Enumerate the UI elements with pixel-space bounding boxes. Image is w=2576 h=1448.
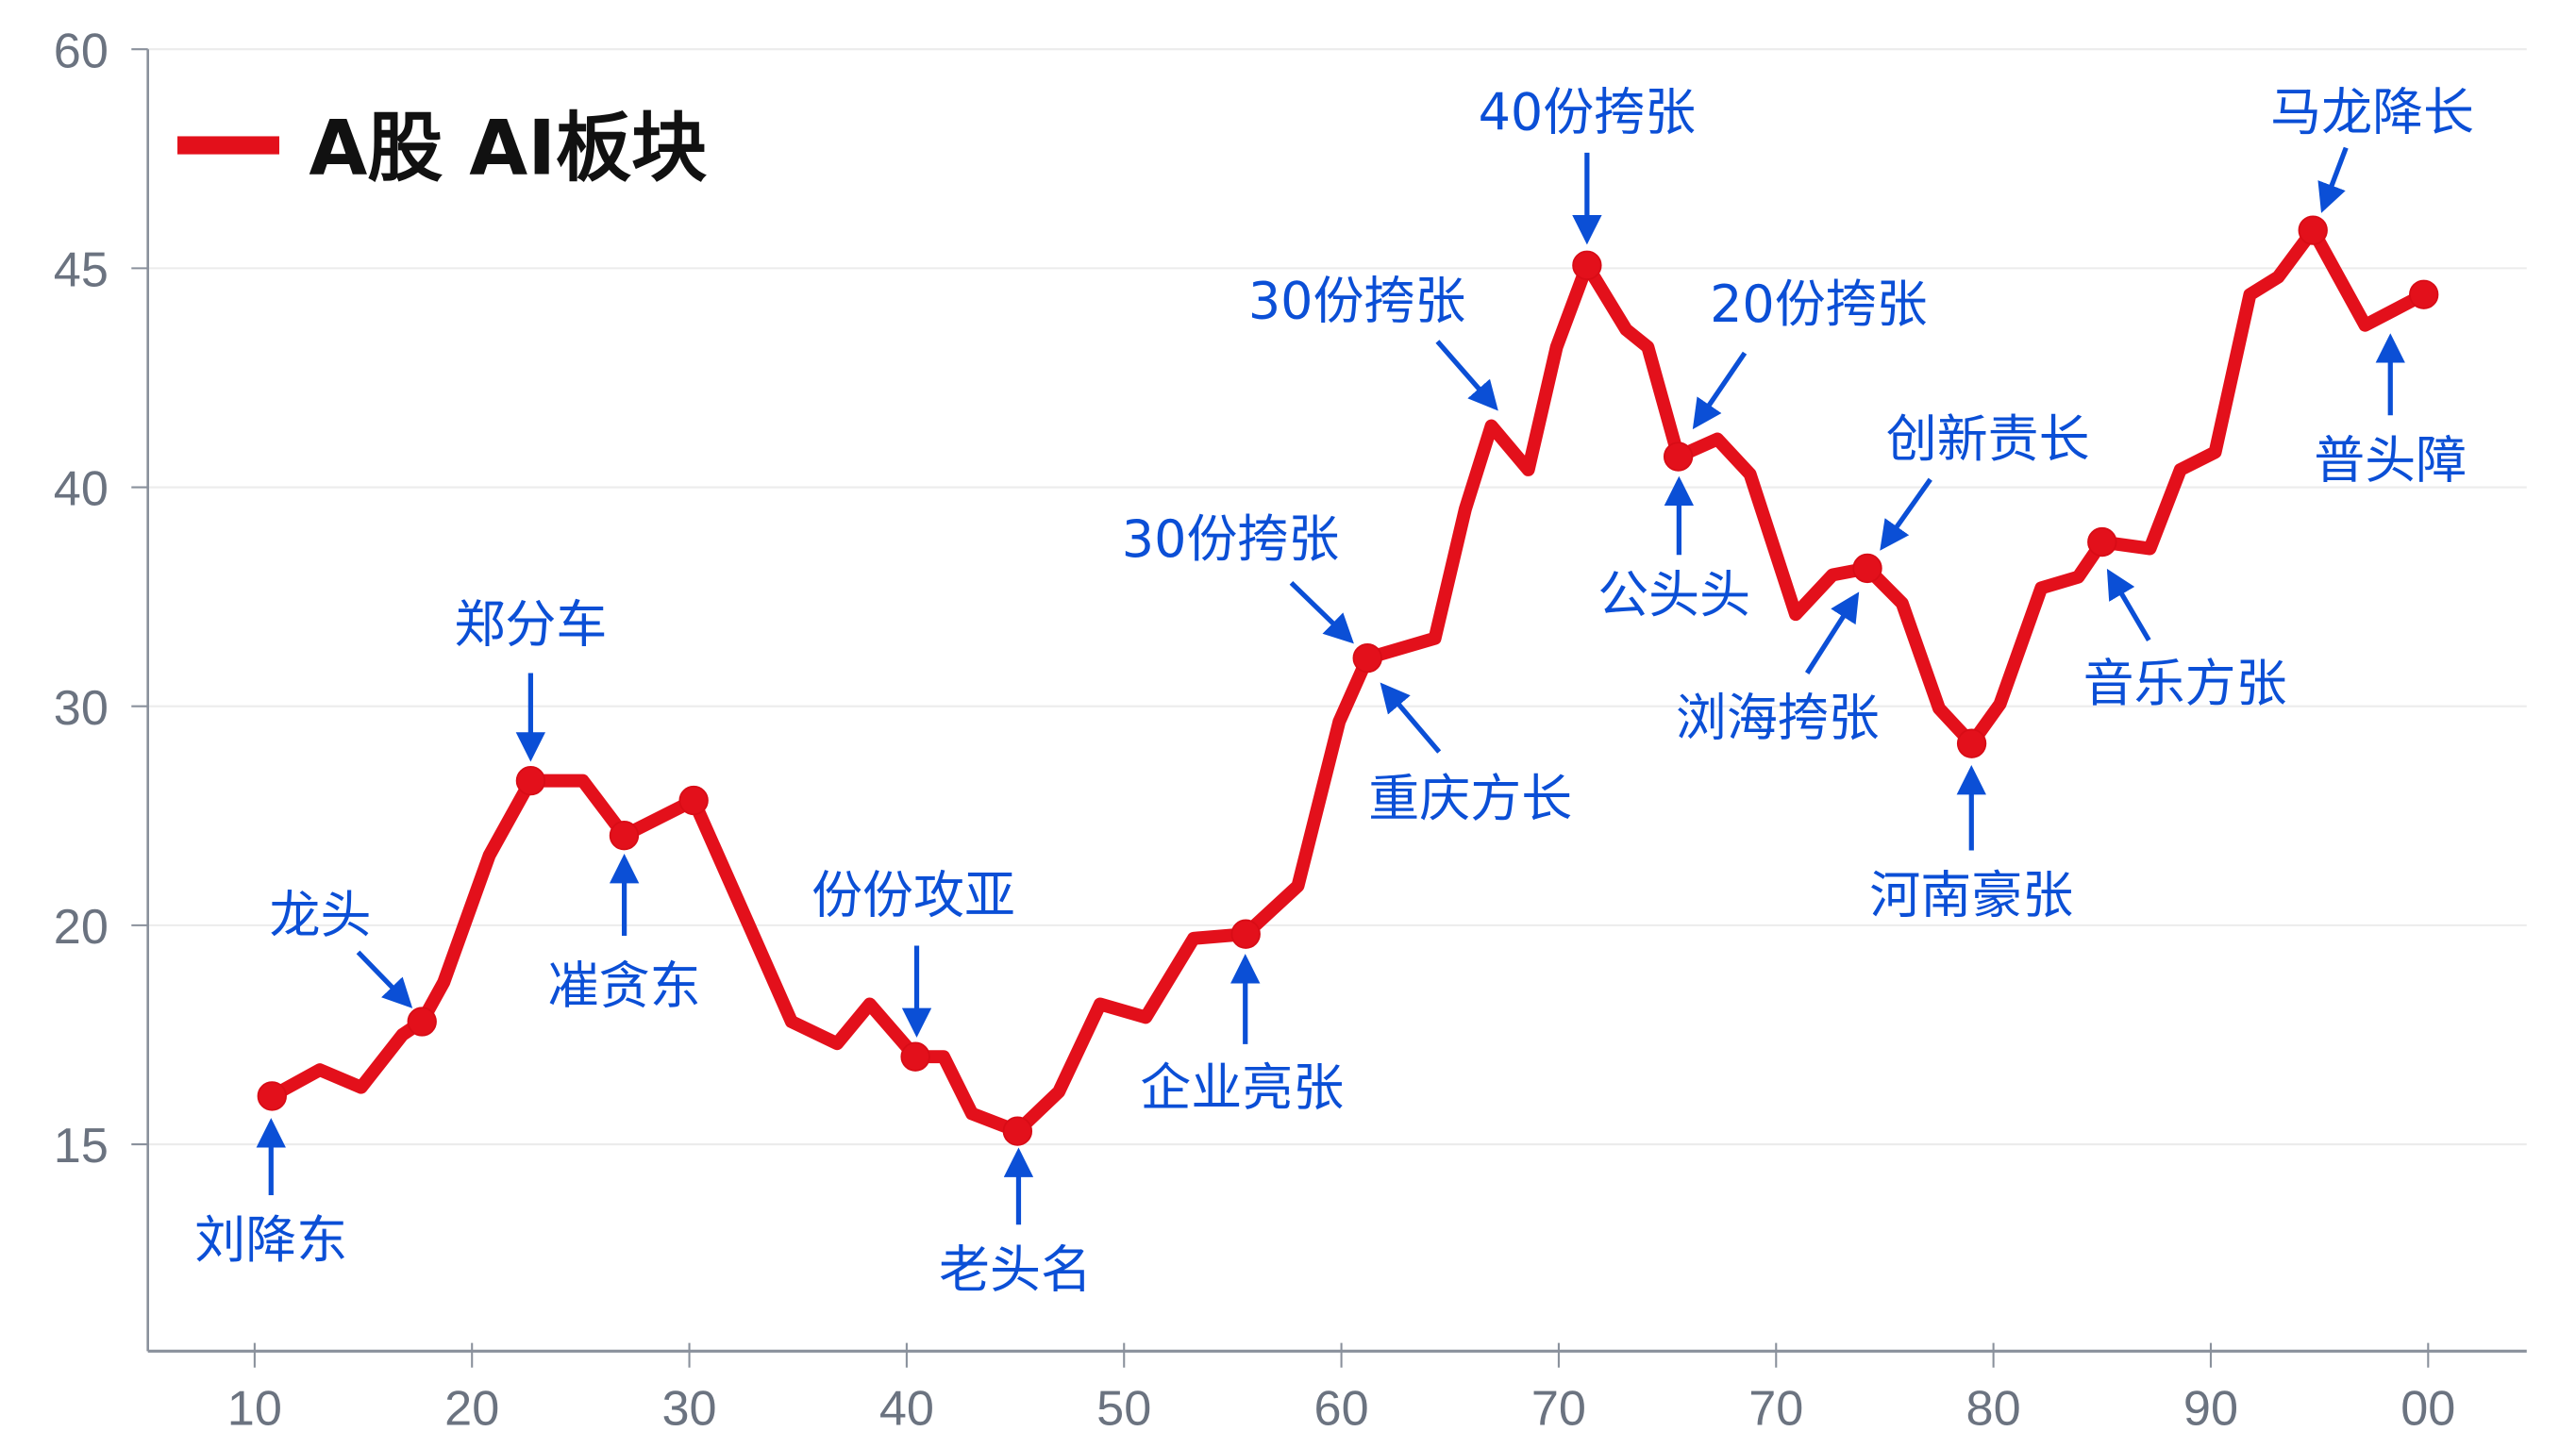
annotation-label: 音乐方张 <box>2083 654 2287 713</box>
x-tick-label: 70 <box>1748 1382 1803 1437</box>
annotation-arrow-icon <box>1880 477 1932 551</box>
x-tick-label: 20 <box>444 1382 499 1437</box>
annotation: 河南豪张 <box>1869 765 2073 925</box>
annotation: 郑分车 <box>454 594 607 762</box>
annotation-arrow-icon <box>1692 351 1748 430</box>
annotation-label: 马龙降长 <box>2270 82 2474 141</box>
annotation: 企业亮张 <box>1140 954 1344 1117</box>
annotation-arrow-icon <box>2317 146 2349 213</box>
annotation: 30份挎张 <box>1248 272 1498 411</box>
annotation: 龙头 <box>270 886 413 1008</box>
annotation: 普头障 <box>2314 333 2467 490</box>
data-point-marker <box>2087 526 2117 558</box>
data-point-marker <box>1230 919 1261 949</box>
data-point-marker <box>1352 642 1382 674</box>
annotation-label: 浏海挎张 <box>1676 689 1880 748</box>
data-point-marker <box>1956 728 1987 758</box>
annotation-label: 20份挎张 <box>1710 275 1928 334</box>
annotation-label: 龙头 <box>270 886 372 945</box>
data-point-marker <box>257 1081 287 1111</box>
y-tick-label: 45 <box>54 243 109 298</box>
annotation-arrow-icon <box>1435 340 1498 411</box>
x-tick-label: 30 <box>662 1382 717 1437</box>
annotation-label: 刘降东 <box>194 1210 347 1270</box>
annotation-label: 重庆方长 <box>1368 769 1572 828</box>
data-point-marker <box>1663 441 1694 472</box>
data-point-marker <box>407 1007 437 1037</box>
data-point-marker <box>609 821 640 851</box>
x-tick-label: 50 <box>1096 1382 1151 1437</box>
data-point-marker <box>1002 1116 1033 1146</box>
data-point-marker <box>2298 215 2328 245</box>
y-tick-label: 30 <box>54 681 109 736</box>
annotation: 马龙降长 <box>2270 82 2474 213</box>
annotation-label: 企业亮张 <box>1140 1057 1344 1117</box>
series-line-group <box>257 215 2439 1146</box>
data-point-marker <box>900 1041 930 1072</box>
annotation: 创新责长 <box>1880 409 2090 551</box>
gridlines <box>147 48 2527 1146</box>
annotation-arrow-icon <box>1289 580 1354 644</box>
annotation: 20份挎张 <box>1692 275 1928 430</box>
axes <box>131 48 2527 1368</box>
annotation-label: 凗贪东 <box>548 956 701 1015</box>
data-point-marker <box>678 785 709 816</box>
x-tick-label: 70 <box>1531 1382 1586 1437</box>
y-tick-label: 20 <box>54 900 109 955</box>
data-point-marker <box>1572 250 1602 280</box>
y-tick-label: 15 <box>54 1119 109 1173</box>
annotation-arrow-icon <box>1804 591 1860 674</box>
annotation: 老头名 <box>939 1147 1092 1299</box>
annotation: 公头头 <box>1597 475 1750 624</box>
y-tick-label: 60 <box>54 24 109 78</box>
annotation-label: 公头头 <box>1597 565 1750 624</box>
x-tick-label: 90 <box>2183 1382 2238 1437</box>
data-point-marker <box>2409 279 2439 309</box>
annotation: 份份攻亚 <box>811 866 1015 1038</box>
annotation-arrow-icon <box>356 950 413 1008</box>
legend: A股 AI板块 <box>177 104 707 191</box>
x-tick-label: 80 <box>1966 1382 2021 1437</box>
annotation-label: 份份攻亚 <box>811 866 1015 925</box>
data-point-marker <box>1852 553 1882 584</box>
annotation: 重庆方长 <box>1368 682 1572 828</box>
annotation-label: 30份挎张 <box>1248 272 1466 331</box>
tick-labels: 15 20 30 40 45 60 10 20 30 40 50 60 70 70 80 90 00 <box>54 24 2456 1436</box>
legend-label: A股 AI板块 <box>309 104 707 191</box>
annotation: 40份挎张 <box>1479 82 1697 245</box>
x-tick-label: 00 <box>2400 1382 2455 1437</box>
annotation: 凗贪东 <box>548 853 701 1015</box>
annotation-label: 40份挎张 <box>1479 82 1697 141</box>
annotation: 浏海挎张 <box>1676 591 1880 748</box>
y-tick-label: 40 <box>54 462 109 517</box>
annotation-label: 30份挎张 <box>1122 509 1340 569</box>
x-tick-label: 10 <box>227 1382 282 1437</box>
x-tick-label: 60 <box>1314 1382 1369 1437</box>
annotation: 刘降东 <box>194 1118 347 1270</box>
annotation-label: 创新责长 <box>1886 409 2090 469</box>
annotation-arrow-icon <box>1380 682 1442 754</box>
annotation-label: 郑分车 <box>454 594 607 654</box>
annotation: 30份挎张 <box>1122 509 1354 644</box>
annotation-label: 河南豪张 <box>1869 866 2073 925</box>
annotation-arrow-icon <box>2106 568 2151 642</box>
legend-swatch <box>177 136 279 155</box>
annotation-label: 普头障 <box>2314 430 2467 490</box>
x-tick-label: 40 <box>879 1382 934 1437</box>
data-point-marker <box>515 765 546 796</box>
annotation-label: 老头名 <box>939 1240 1092 1299</box>
annotation: 音乐方张 <box>2083 568 2287 713</box>
